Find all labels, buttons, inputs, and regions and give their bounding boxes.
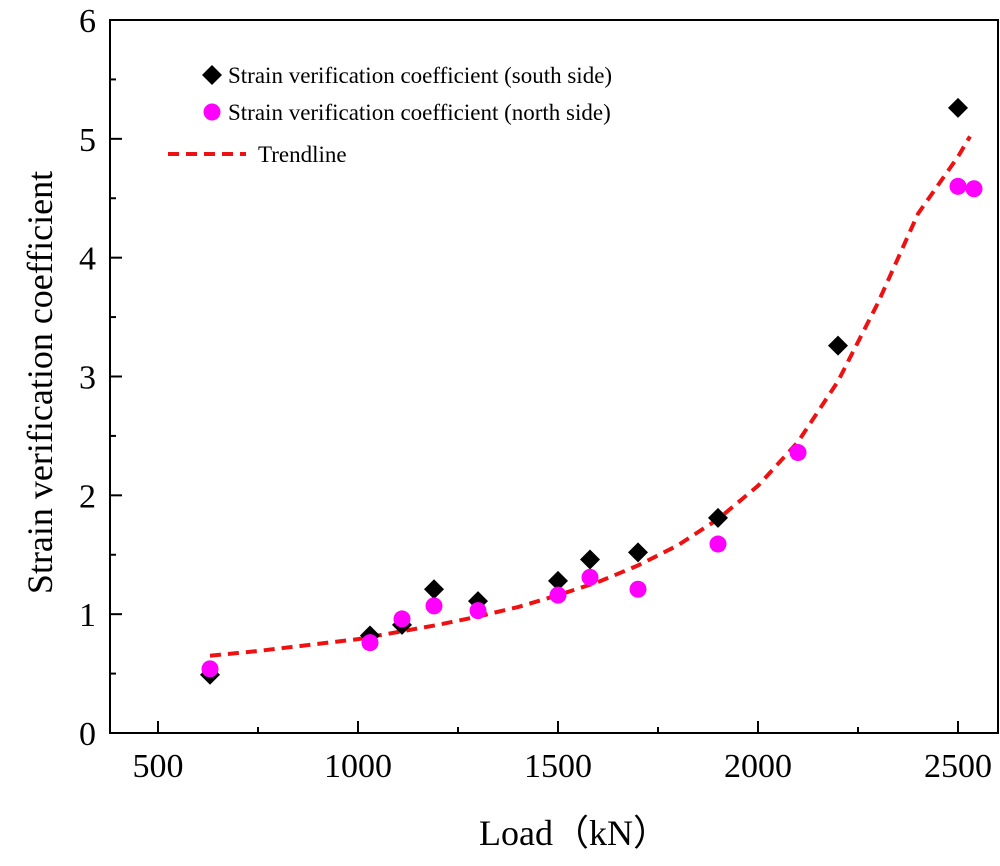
x-tick-label: 2000 bbox=[724, 748, 792, 785]
north-data-point bbox=[709, 535, 727, 553]
south-data-point bbox=[580, 549, 600, 570]
y-tick-label: 4 bbox=[79, 241, 96, 278]
north-data-point bbox=[549, 586, 567, 604]
y-tick-label: 5 bbox=[79, 122, 96, 159]
north-data-point bbox=[361, 634, 379, 652]
north-data-point bbox=[965, 180, 983, 198]
south-data-point bbox=[628, 542, 648, 563]
y-tick-label: 0 bbox=[79, 716, 96, 753]
north-data-point bbox=[789, 444, 807, 462]
south-data-point bbox=[708, 507, 728, 528]
trendline-layer bbox=[209, 135, 972, 658]
y-tick-label: 2 bbox=[79, 478, 96, 515]
north-data-point bbox=[949, 177, 967, 195]
north-data-point bbox=[629, 580, 647, 598]
x-tick-label: 1500 bbox=[524, 748, 592, 785]
legend-diamond-icon bbox=[202, 65, 222, 85]
x-tick-label: 2500 bbox=[924, 748, 992, 785]
south-data-point bbox=[424, 579, 444, 600]
legend: Strain verification coefficient (south s… bbox=[168, 63, 612, 167]
legend-marker-north bbox=[203, 103, 221, 121]
legend-circle-icon bbox=[203, 103, 221, 121]
north-data-point bbox=[393, 610, 411, 628]
plot-area bbox=[109, 19, 999, 734]
north-data-point bbox=[469, 602, 487, 620]
y-axis-title: Strain verification coefficient bbox=[20, 171, 60, 594]
x-tick-label: 1000 bbox=[324, 748, 392, 785]
north-data-point bbox=[201, 660, 219, 678]
south-data-point bbox=[828, 335, 848, 356]
north-data-point bbox=[581, 568, 599, 586]
plot-frame bbox=[109, 19, 999, 734]
trendline-path bbox=[209, 135, 972, 658]
legend-label-south: Strain verification coefficient (south s… bbox=[228, 63, 612, 88]
south-data-point bbox=[548, 570, 568, 591]
tick-label-layer: 500 1000 1500 2000 2500 0 1 2 3 4 5 6 bbox=[79, 3, 992, 785]
y-tick-label: 3 bbox=[79, 360, 96, 397]
y-tick-label: 6 bbox=[79, 3, 96, 40]
south-data-point bbox=[948, 97, 968, 118]
tick-layer bbox=[110, 19, 959, 734]
legend-label-trendline: Trendline bbox=[258, 142, 347, 167]
north-data-point bbox=[425, 597, 443, 615]
x-tick-label: 500 bbox=[133, 748, 184, 785]
marker-layer bbox=[200, 97, 983, 685]
x-axis-title: Load（kN） bbox=[479, 813, 669, 853]
legend-marker-south bbox=[202, 65, 222, 85]
y-tick-label: 1 bbox=[79, 597, 96, 634]
legend-label-north: Strain verification coefficient (north s… bbox=[228, 100, 611, 125]
